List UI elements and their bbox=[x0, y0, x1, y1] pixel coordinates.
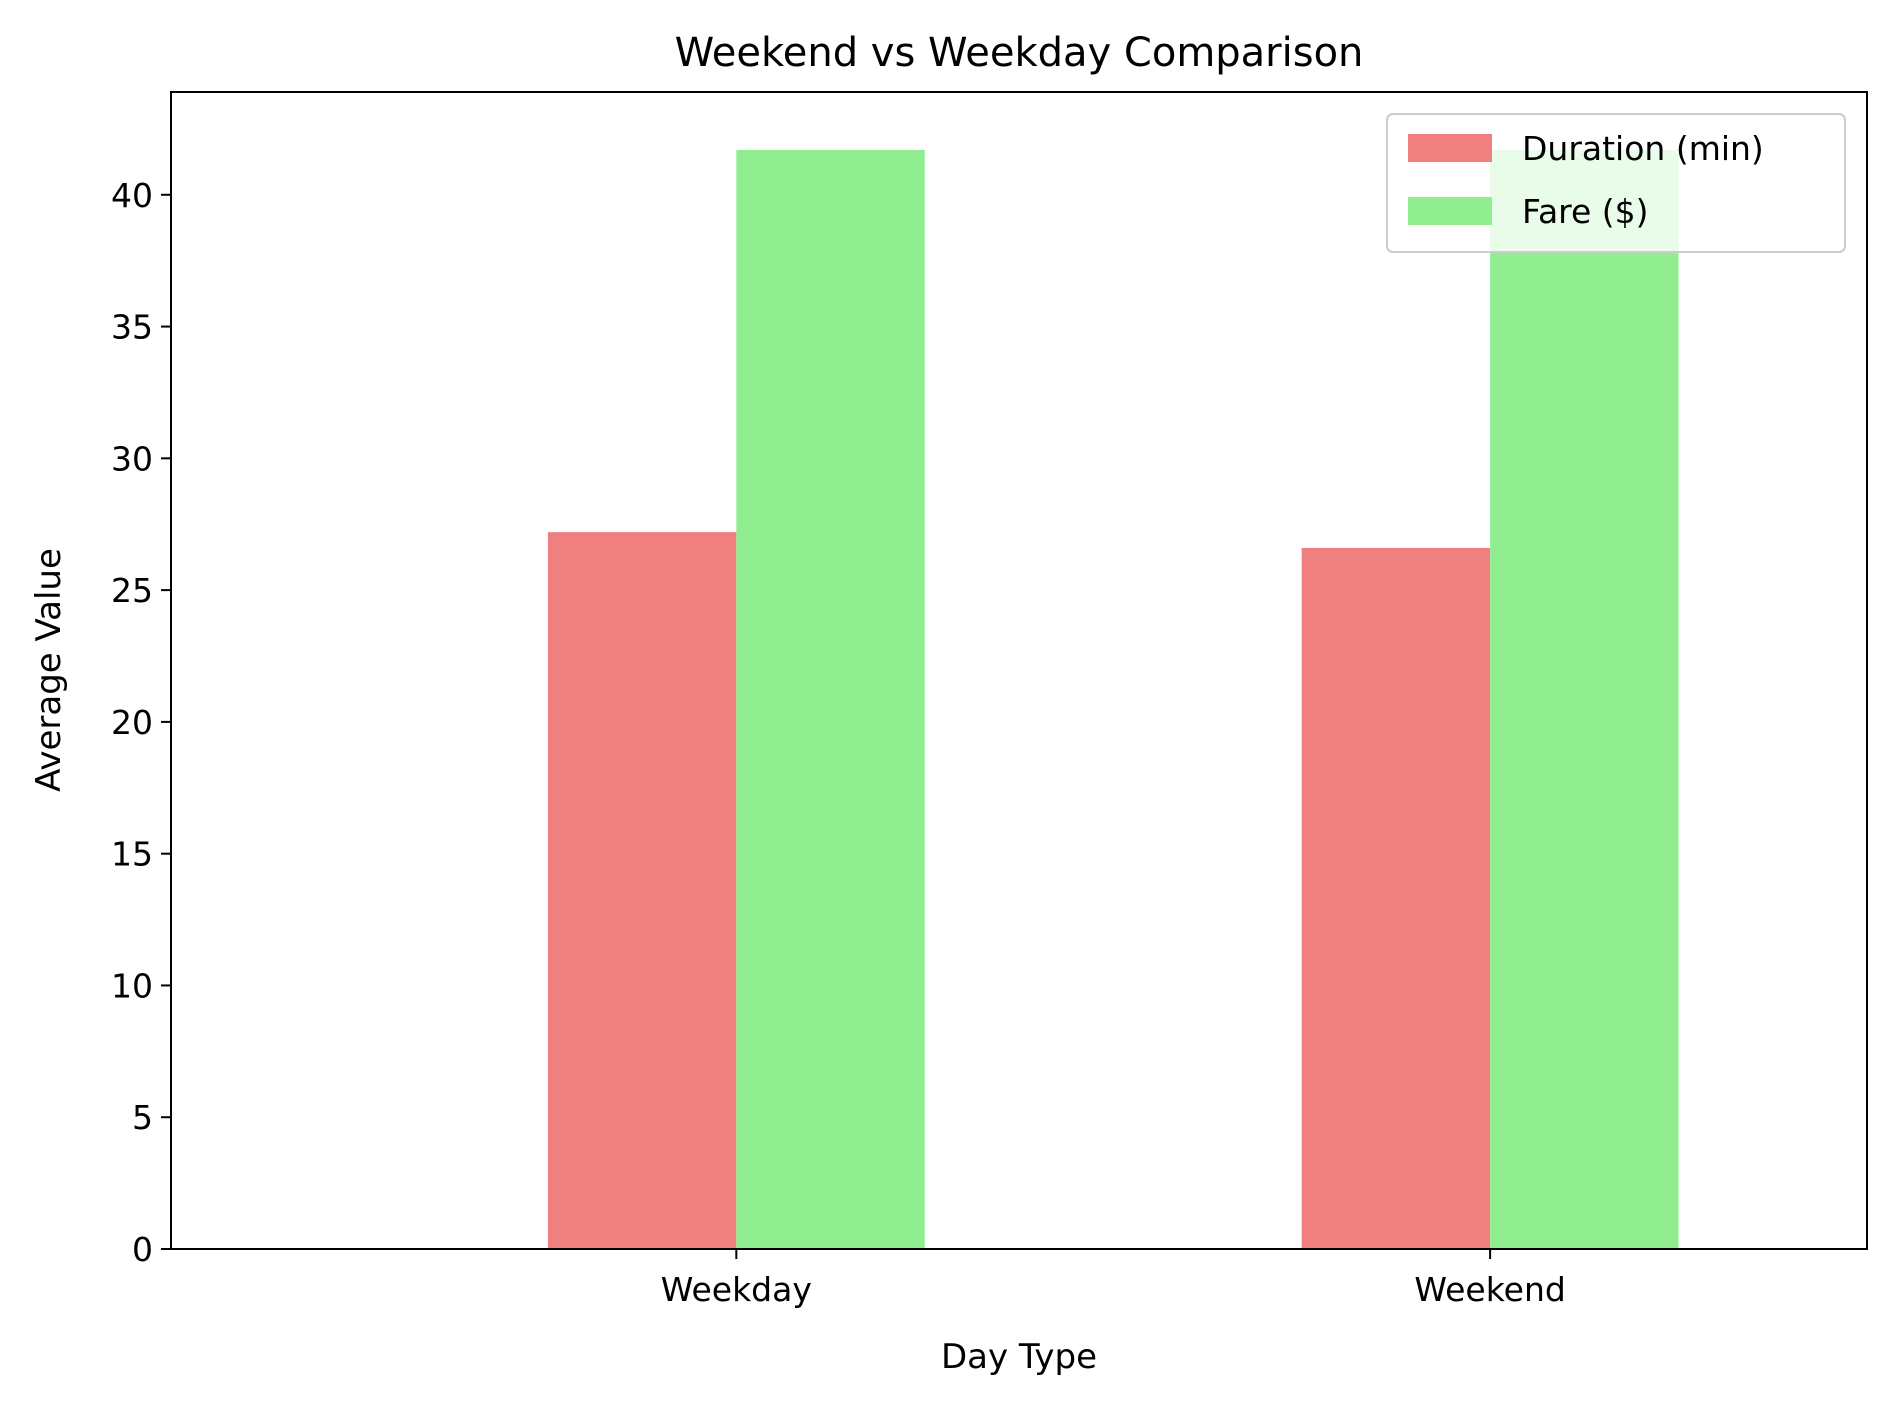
bar-series-0-weekend bbox=[1301, 547, 1491, 1249]
legend-items: Duration (min) Fare ($) bbox=[1408, 129, 1764, 231]
x-axis-label: Day Type bbox=[941, 1337, 1097, 1377]
legend-box bbox=[1386, 113, 1846, 253]
y-tick-label: 40 bbox=[111, 176, 153, 215]
x-axis-ticks: Weekday Weekend bbox=[661, 1249, 1566, 1309]
legend-swatch-1 bbox=[1408, 197, 1492, 225]
y-tick-label: 5 bbox=[132, 1098, 153, 1137]
bars-group bbox=[547, 149, 1679, 1250]
legend-label-1: Fare ($) bbox=[1522, 192, 1649, 231]
x-tick-label-weekend: Weekend bbox=[1414, 1270, 1565, 1309]
y-tick-label: 20 bbox=[111, 703, 153, 742]
y-tick-label: 30 bbox=[111, 439, 153, 478]
bar-series-1-weekend bbox=[1490, 149, 1679, 1250]
y-tick-label: 35 bbox=[111, 308, 153, 347]
legend-swatch-0 bbox=[1408, 134, 1492, 162]
legend-label-0: Duration (min) bbox=[1522, 129, 1764, 168]
legend: Duration (min) Fare ($) bbox=[1386, 113, 1846, 253]
bar-series-0-weekday bbox=[547, 532, 737, 1249]
y-tick-label: 10 bbox=[111, 966, 153, 1005]
bar-series-1-weekday bbox=[736, 149, 925, 1250]
x-tick-label-weekday: Weekday bbox=[661, 1270, 812, 1309]
chart-title: Weekend vs Weekday Comparison bbox=[675, 30, 1364, 76]
plot-area-frame bbox=[170, 91, 1868, 1250]
y-tick-label: 15 bbox=[111, 835, 153, 874]
y-axis-label: Average Value bbox=[29, 548, 69, 792]
y-axis-ticks: 0 5 10 15 20 25 30 35 40 bbox=[111, 176, 171, 1269]
y-tick-label: 25 bbox=[111, 571, 153, 610]
y-tick-label: 0 bbox=[132, 1230, 153, 1269]
